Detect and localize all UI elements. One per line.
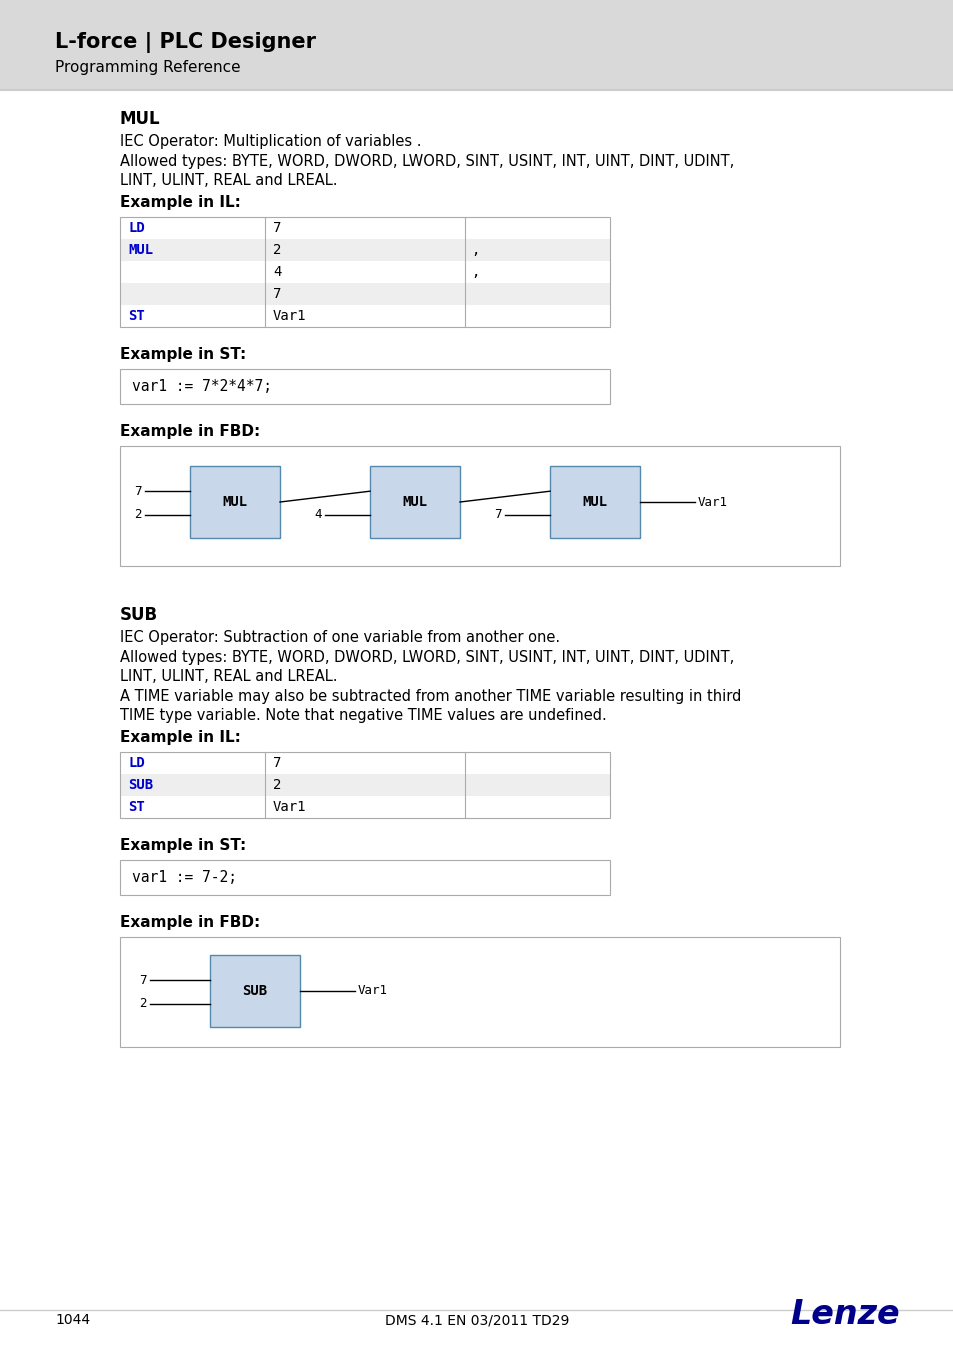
Bar	[120, 937, 840, 1048]
Text: MUL: MUL	[222, 495, 247, 509]
Text: LINT, ULINT, REAL and LREAL.: LINT, ULINT, REAL and LREAL.	[120, 173, 337, 188]
Text: Example in IL:: Example in IL:	[120, 194, 240, 211]
Text: 4: 4	[314, 509, 322, 521]
Text: var1 := 7*2*4*7;: var1 := 7*2*4*7;	[132, 379, 272, 394]
Bar	[120, 796, 609, 818]
Bar	[120, 752, 609, 774]
Text: 2: 2	[273, 243, 281, 256]
Text: LD: LD	[128, 221, 145, 235]
Bar	[120, 217, 609, 239]
Text: 7: 7	[139, 973, 147, 987]
Text: 4: 4	[273, 265, 281, 279]
Bar	[120, 774, 609, 796]
Bar	[120, 284, 609, 305]
Text: Example in FBD:: Example in FBD:	[120, 915, 260, 930]
Bar	[550, 466, 639, 539]
Text: var1 := 7-2;: var1 := 7-2;	[132, 869, 236, 886]
Text: IEC Operator: Multiplication of variables .: IEC Operator: Multiplication of variable…	[120, 134, 421, 148]
Bar	[0, 0, 953, 90]
Text: DMS 4.1 EN 03/2011 TD29: DMS 4.1 EN 03/2011 TD29	[384, 1314, 569, 1327]
Bar	[190, 466, 280, 539]
Bar	[210, 954, 299, 1027]
Text: A TIME variable may also be subtracted from another TIME variable resulting in t: A TIME variable may also be subtracted f…	[120, 688, 740, 703]
Bar	[370, 466, 459, 539]
Text: LINT, ULINT, REAL and LREAL.: LINT, ULINT, REAL and LREAL.	[120, 670, 337, 684]
Text: Var1: Var1	[273, 801, 306, 814]
Text: 7: 7	[134, 485, 142, 498]
Text: TIME type variable. Note that negative TIME values are undefined.: TIME type variable. Note that negative T…	[120, 707, 606, 724]
Text: MUL: MUL	[128, 243, 153, 256]
Text: SUB: SUB	[128, 778, 153, 792]
Text: 7: 7	[494, 509, 501, 521]
Bar	[120, 305, 609, 327]
Text: Example in ST:: Example in ST:	[120, 838, 246, 853]
Text: Allowed types: BYTE, WORD, DWORD, LWORD, SINT, USINT, INT, UINT, DINT, UDINT,: Allowed types: BYTE, WORD, DWORD, LWORD,…	[120, 154, 734, 169]
Text: 2: 2	[273, 778, 281, 792]
Text: L-force | PLC Designer: L-force | PLC Designer	[55, 32, 315, 53]
Text: Var1: Var1	[357, 984, 388, 998]
Text: ,: ,	[471, 243, 478, 256]
Text: MUL: MUL	[120, 109, 160, 128]
Text: Programming Reference: Programming Reference	[55, 59, 240, 76]
Bar	[120, 369, 609, 404]
Text: LD: LD	[128, 756, 145, 770]
Bar	[120, 752, 609, 818]
Text: Allowed types: BYTE, WORD, DWORD, LWORD, SINT, USINT, INT, UINT, DINT, UDINT,: Allowed types: BYTE, WORD, DWORD, LWORD,…	[120, 649, 734, 666]
Text: ST: ST	[128, 309, 145, 323]
Text: ST: ST	[128, 801, 145, 814]
Text: MUL: MUL	[402, 495, 427, 509]
Text: Var1: Var1	[273, 309, 306, 323]
Text: Example in ST:: Example in ST:	[120, 347, 246, 362]
Text: ,: ,	[471, 265, 478, 279]
Bar	[120, 446, 840, 566]
Text: 7: 7	[273, 756, 281, 770]
Text: Example in IL:: Example in IL:	[120, 730, 240, 745]
Bar	[120, 860, 609, 895]
Text: 1044: 1044	[55, 1314, 90, 1327]
Bar	[120, 261, 609, 284]
Text: SUB: SUB	[242, 984, 267, 998]
Bar	[120, 217, 609, 327]
Text: 7: 7	[273, 221, 281, 235]
Text: MUL: MUL	[582, 495, 607, 509]
Text: Lenze: Lenze	[789, 1299, 899, 1331]
Text: SUB: SUB	[120, 606, 158, 624]
Text: 2: 2	[139, 998, 147, 1010]
Text: 2: 2	[134, 509, 142, 521]
Text: IEC Operator: Subtraction of one variable from another one.: IEC Operator: Subtraction of one variabl…	[120, 630, 559, 645]
Text: 7: 7	[273, 288, 281, 301]
Text: Example in FBD:: Example in FBD:	[120, 424, 260, 439]
Text: Var1: Var1	[698, 495, 727, 509]
Bar	[120, 239, 609, 261]
